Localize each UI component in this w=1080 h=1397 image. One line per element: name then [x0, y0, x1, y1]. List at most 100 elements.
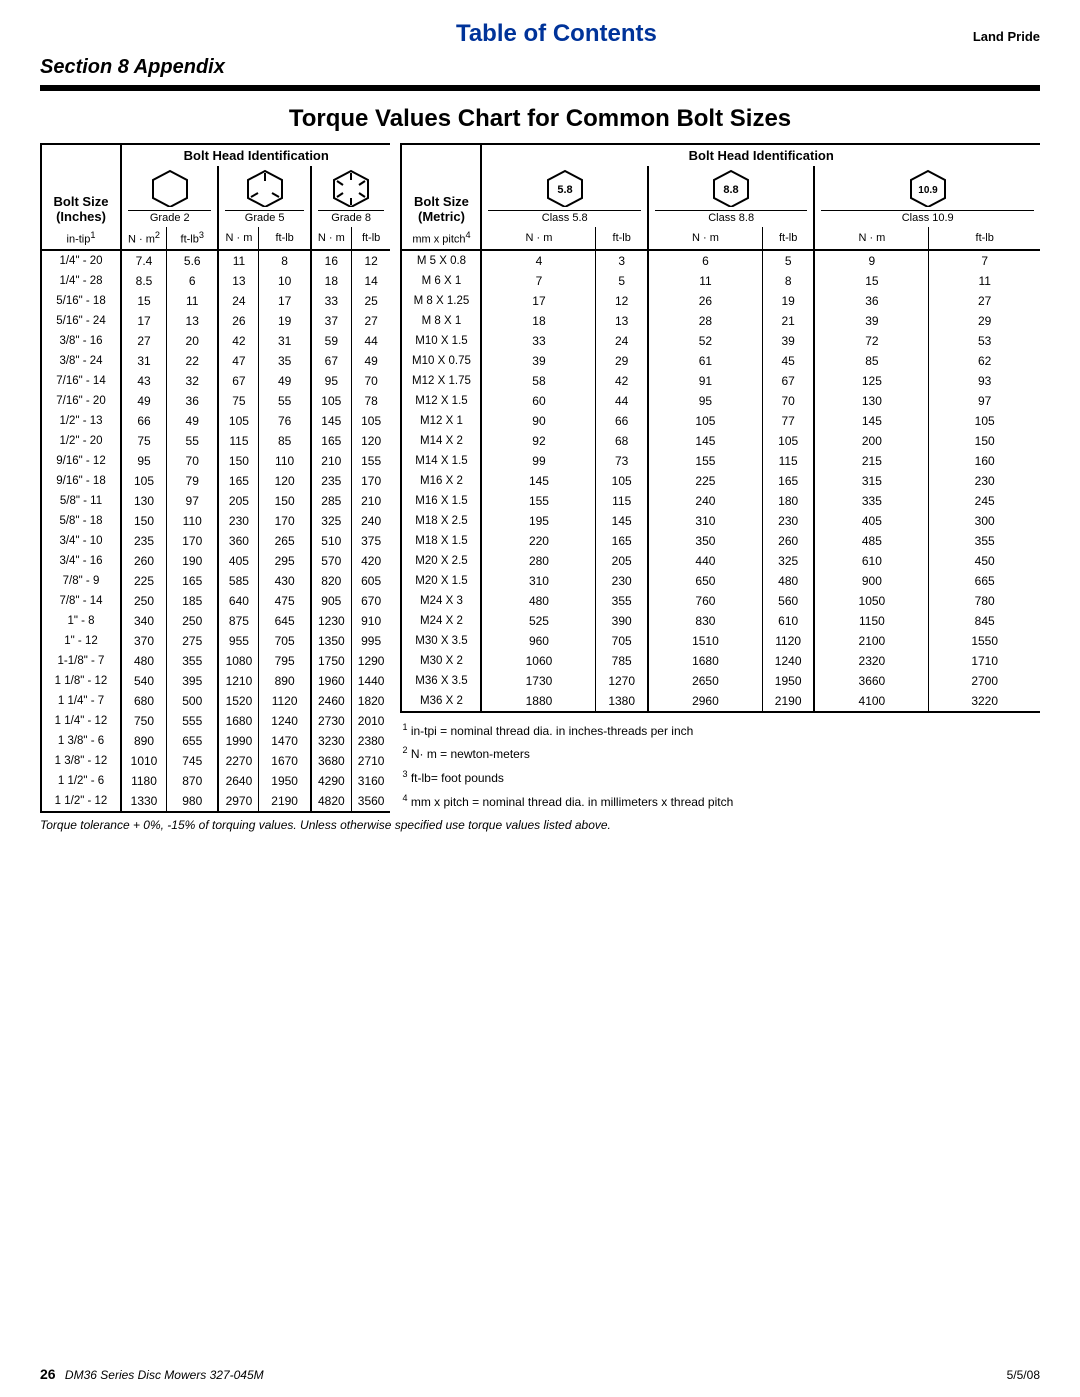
value-cell: 745 — [166, 751, 218, 771]
value-cell: 67 — [311, 351, 351, 371]
value-cell: 125 — [814, 371, 928, 391]
size-cell: 1 3/8" - 6 — [41, 731, 121, 751]
value-cell: 170 — [259, 511, 311, 531]
value-cell: 130 — [121, 491, 166, 511]
value-cell: 225 — [121, 571, 166, 591]
value-cell: 59 — [311, 331, 351, 351]
value-cell: 300 — [929, 511, 1040, 531]
value-cell: 1330 — [121, 791, 166, 812]
unit-nm: N · m — [218, 227, 258, 250]
value-cell: 750 — [121, 711, 166, 731]
value-cell: 9 — [814, 250, 928, 271]
value-cell: 890 — [121, 731, 166, 751]
size-cell: 3/4" - 16 — [41, 551, 121, 571]
value-cell: 47 — [218, 351, 258, 371]
value-cell: 25 — [351, 291, 390, 311]
size-cell: M14 X 2 — [401, 431, 481, 451]
value-cell: 49 — [166, 411, 218, 431]
size-cell: M16 X 2 — [401, 471, 481, 491]
unit-ftlb: ft-lb — [259, 227, 311, 250]
table-row: M18 X 1.5220165350260485355 — [401, 531, 1040, 551]
value-cell: 1210 — [218, 671, 258, 691]
value-cell: 1120 — [259, 691, 311, 711]
footnote: 1 in-tpi = nominal thread dia. in inches… — [402, 719, 1040, 743]
table-row: 9/16" - 129570150110210155 — [41, 451, 390, 471]
value-cell: 165 — [311, 431, 351, 451]
value-cell: 355 — [596, 591, 648, 611]
value-cell: 91 — [648, 371, 762, 391]
size-cell: 9/16" - 18 — [41, 471, 121, 491]
value-cell: 315 — [814, 471, 928, 491]
size-cell: M24 X 2 — [401, 611, 481, 631]
page-header: Table of Contents Land Pride — [40, 20, 1040, 48]
value-cell: 105 — [929, 411, 1040, 431]
value-cell: 6 — [648, 250, 762, 271]
value-cell: 170 — [351, 471, 390, 491]
value-cell: 230 — [596, 571, 648, 591]
value-cell: 17 — [481, 291, 595, 311]
value-cell: 5.6 — [166, 250, 218, 271]
value-cell: 55 — [166, 431, 218, 451]
value-cell: 510 — [311, 531, 351, 551]
value-cell: 240 — [648, 491, 762, 511]
value-cell: 31 — [259, 331, 311, 351]
value-cell: 335 — [814, 491, 928, 511]
unit-nm: N · m — [814, 227, 928, 250]
imperial-table: Bolt Size (Inches) Bolt Head Identificat… — [40, 143, 390, 813]
size-cell: M 6 X 1 — [401, 271, 481, 291]
brand-label: Land Pride — [973, 29, 1040, 44]
value-cell: 10 — [259, 271, 311, 291]
value-cell: 4290 — [311, 771, 351, 791]
value-cell: 1710 — [929, 651, 1040, 671]
value-cell: 26 — [648, 291, 762, 311]
value-cell: 560 — [762, 591, 814, 611]
value-cell: 250 — [166, 611, 218, 631]
value-cell: 61 — [648, 351, 762, 371]
value-cell: 36 — [166, 391, 218, 411]
value-cell: 905 — [311, 591, 351, 611]
value-cell: 1240 — [259, 711, 311, 731]
value-cell: 95 — [311, 371, 351, 391]
value-cell: 90 — [481, 411, 595, 431]
value-cell: 12 — [596, 291, 648, 311]
class-label: Class 5.8 — [488, 210, 640, 224]
value-cell: 280 — [481, 551, 595, 571]
table-row: 5/8" - 18150110230170325240 — [41, 511, 390, 531]
table-row: 1/2" - 20755511585165120 — [41, 431, 390, 451]
value-cell: 260 — [121, 551, 166, 571]
svg-text:10.9: 10.9 — [918, 185, 938, 196]
value-cell: 1050 — [814, 591, 928, 611]
hex-icon-class-88: 8.8 — [710, 169, 752, 207]
hex-icon-grade-2 — [149, 169, 191, 207]
value-cell: 670 — [351, 591, 390, 611]
toc-link[interactable]: Table of Contents — [140, 20, 973, 48]
value-cell: 325 — [762, 551, 814, 571]
value-cell: 43 — [121, 371, 166, 391]
value-cell: 165 — [596, 531, 648, 551]
value-cell: 655 — [166, 731, 218, 751]
table-row: 1/4" - 288.5613101814 — [41, 271, 390, 291]
value-cell: 2710 — [351, 751, 390, 771]
value-cell: 21 — [762, 311, 814, 331]
value-cell: 1730 — [481, 671, 595, 691]
tolerance-note: Torque tolerance + 0%, -15% of torquing … — [40, 818, 1040, 832]
value-cell: 2010 — [351, 711, 390, 731]
value-cell: 145 — [596, 511, 648, 531]
value-cell: 215 — [814, 451, 928, 471]
table-row: 1 1/4" - 76805001520112024601820 — [41, 691, 390, 711]
value-cell: 105 — [596, 471, 648, 491]
table-row: 1/2" - 13664910576145105 — [41, 411, 390, 431]
value-cell: 225 — [648, 471, 762, 491]
value-cell: 2190 — [762, 691, 814, 712]
unit-ftlb: ft-lb — [596, 227, 648, 250]
size-cell: 1/2" - 13 — [41, 411, 121, 431]
unit-ftlb: ft-lb3 — [166, 227, 218, 250]
hex-icon-grade-8 — [330, 169, 372, 207]
value-cell: 53 — [929, 331, 1040, 351]
value-cell: 29 — [929, 311, 1040, 331]
value-cell: 235 — [121, 531, 166, 551]
value-cell: 610 — [762, 611, 814, 631]
value-cell: 205 — [218, 491, 258, 511]
value-cell: 5 — [762, 250, 814, 271]
value-cell: 1180 — [121, 771, 166, 791]
